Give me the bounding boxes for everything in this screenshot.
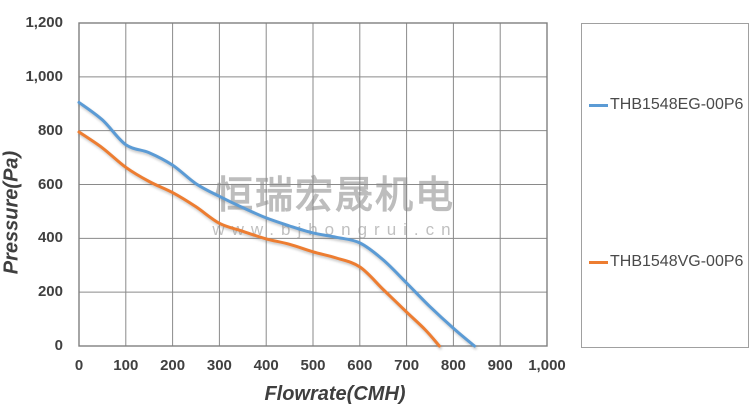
y-tick-label: 800 xyxy=(37,121,63,139)
y-tick-label: 0 xyxy=(54,337,63,354)
y-tick-label: 1,000 xyxy=(25,67,63,85)
x-tick-label: 300 xyxy=(206,357,232,374)
x-tick-label: 400 xyxy=(253,357,279,374)
x-tick-label: 700 xyxy=(394,357,420,374)
legend-entry: THB1548VG-00P6 xyxy=(589,252,743,272)
curve-THB1548EG-00P6 xyxy=(77,100,476,348)
y-tick-label: 1,200 xyxy=(25,14,63,31)
x-tick-label: 0 xyxy=(74,357,84,374)
x-tick-label: 900 xyxy=(487,357,513,374)
y-tick-label: 400 xyxy=(37,229,63,247)
x-tick-label: 100 xyxy=(113,357,139,374)
x-tick-label: 1,000 xyxy=(528,357,566,374)
legend: THB1548EG-00P6 THB1548VG-00P6 xyxy=(581,23,749,348)
x-tick-label: 500 xyxy=(300,357,326,374)
plot-border xyxy=(78,22,548,347)
x-tick-label: 200 xyxy=(160,357,186,374)
y-axis-title: Pressure(Pa) xyxy=(0,150,23,275)
x-tick-label: 800 xyxy=(440,357,466,374)
x-axis-title: Flowrate(CMH) xyxy=(264,383,406,405)
legend-label: THB1548VG-00P6 xyxy=(610,253,744,270)
legend-label: THB1548EG-00P6 xyxy=(610,96,744,113)
y-tick-label: 200 xyxy=(37,283,63,301)
legend-line-marker xyxy=(589,260,608,264)
x-tick-label: 600 xyxy=(347,357,373,374)
curve-THB1548VG-00P6 xyxy=(77,130,441,348)
legend-line-marker xyxy=(589,103,608,107)
legend-entry: THB1548EG-00P6 xyxy=(589,95,743,115)
y-tick-label: 600 xyxy=(37,175,63,193)
